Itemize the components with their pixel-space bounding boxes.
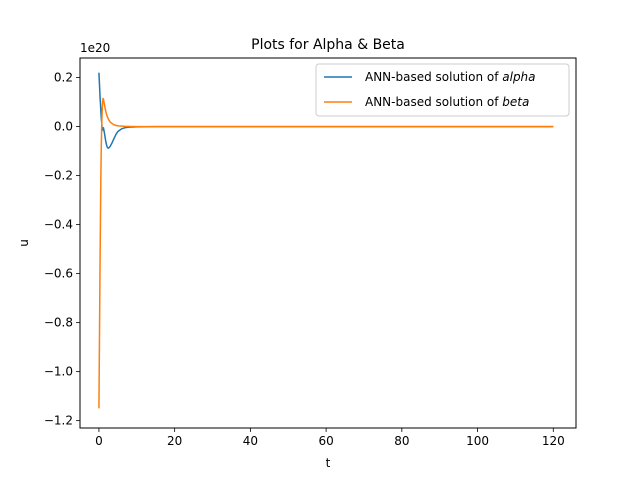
x-axis-label: t: [326, 456, 331, 470]
legend-beta-prefix: ANN-based solution of: [365, 95, 502, 109]
legend: ANN-based solution of alpha ANN-based so…: [315, 63, 570, 117]
y-tick-label: −0.2: [44, 169, 73, 183]
x-tick-label: 80: [394, 434, 409, 448]
y-tick-label: 0.2: [54, 71, 73, 85]
x-tick-label: 0: [95, 434, 103, 448]
legend-beta-name: beta: [502, 95, 529, 109]
x-tick-label: 120: [542, 434, 565, 448]
legend-box: [315, 63, 570, 117]
x-tick-label: 60: [318, 434, 333, 448]
x-tick-label: 20: [167, 434, 182, 448]
x-tick-label: 100: [466, 434, 489, 448]
y-tick-label: −0.6: [44, 267, 73, 281]
x-axis: 0 20 40 60 80 100 120: [95, 428, 565, 448]
legend-alpha-prefix: ANN-based solution of: [365, 70, 502, 84]
x-tick-label: 40: [243, 434, 258, 448]
y-axis: −1.2 −1.0 −0.8 −0.6 −0.4 −0.2 0.0 0.2: [44, 71, 80, 428]
chart-title: Plots for Alpha & Beta: [251, 37, 405, 53]
y-tick-label: −1.0: [44, 365, 73, 379]
y-offset-label: 1e20: [80, 41, 110, 55]
y-tick-label: 0.0: [54, 120, 73, 134]
y-tick-label: −0.4: [44, 218, 73, 232]
legend-alpha-name: alpha: [502, 70, 535, 84]
series-layer: [98, 72, 554, 409]
plot-frame: [79, 57, 577, 429]
series-line-beta: [98, 97, 554, 409]
y-tick-label: −1.2: [44, 414, 73, 428]
legend-entry-alpha: ANN-based solution of alpha: [365, 70, 536, 84]
legend-entry-beta: ANN-based solution of beta: [365, 95, 529, 109]
y-axis-label: u: [17, 239, 31, 247]
y-tick-label: −0.8: [44, 316, 73, 330]
